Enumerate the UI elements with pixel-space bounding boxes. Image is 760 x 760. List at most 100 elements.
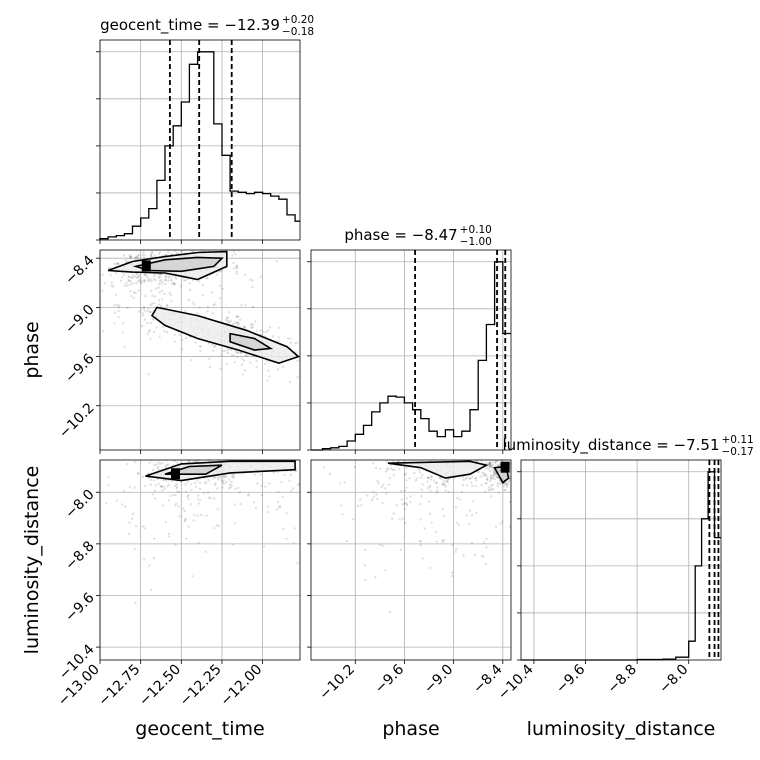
sample-point bbox=[488, 462, 491, 466]
sample-point bbox=[151, 493, 154, 496]
sample-point bbox=[388, 476, 391, 480]
sample-point bbox=[474, 476, 478, 479]
sample-point bbox=[285, 537, 288, 540]
y-axis-label-phase: phase bbox=[21, 321, 43, 378]
sample-point bbox=[189, 454, 191, 456]
sample-point bbox=[189, 503, 192, 506]
sample-point bbox=[405, 502, 409, 506]
sample-point bbox=[131, 512, 135, 516]
sample-point bbox=[233, 522, 237, 525]
sample-point bbox=[235, 270, 238, 273]
sample-point bbox=[515, 483, 517, 485]
sample-point bbox=[178, 515, 181, 518]
sample-point bbox=[196, 494, 200, 497]
sample-point bbox=[241, 373, 245, 376]
sample-point bbox=[305, 521, 307, 523]
sample-point bbox=[255, 359, 258, 363]
sample-point bbox=[410, 453, 412, 455]
sample-point bbox=[131, 282, 134, 285]
sample-point bbox=[384, 470, 388, 473]
sample-point bbox=[306, 507, 308, 509]
sample-point bbox=[451, 543, 454, 547]
sample-point bbox=[114, 263, 118, 266]
sample-point bbox=[94, 502, 96, 504]
sample-point bbox=[132, 296, 136, 300]
sample-point bbox=[177, 505, 180, 508]
sample-point bbox=[400, 490, 403, 493]
sample-point bbox=[125, 281, 128, 285]
sample-point bbox=[281, 495, 284, 498]
sample-point bbox=[459, 498, 462, 501]
sample-point bbox=[403, 489, 407, 492]
sample-point bbox=[153, 489, 157, 493]
sample-point bbox=[143, 484, 147, 488]
sample-point bbox=[119, 279, 123, 282]
sample-point bbox=[225, 475, 228, 478]
sample-point bbox=[170, 242, 172, 244]
sample-point bbox=[112, 285, 115, 288]
sample-point bbox=[241, 357, 244, 360]
sample-point bbox=[172, 493, 175, 497]
sample-point bbox=[460, 456, 462, 458]
sample-point bbox=[231, 543, 234, 546]
sample-point bbox=[174, 493, 177, 497]
sample-point bbox=[384, 453, 386, 455]
sample-point bbox=[491, 461, 494, 464]
sample-point bbox=[381, 544, 384, 547]
sample-point bbox=[450, 574, 454, 578]
sample-point bbox=[163, 282, 167, 286]
sample-point bbox=[235, 264, 239, 268]
sample-point bbox=[224, 458, 226, 460]
sample-point bbox=[81, 280, 83, 282]
sample-point bbox=[268, 375, 271, 378]
sample-point bbox=[405, 478, 408, 482]
sample-point bbox=[496, 476, 500, 480]
sample-point bbox=[172, 456, 174, 458]
sample-point bbox=[426, 480, 429, 483]
sample-point bbox=[158, 275, 162, 278]
sample-point bbox=[135, 281, 138, 285]
sample-point bbox=[93, 403, 95, 405]
sample-point bbox=[489, 488, 492, 492]
sample-point bbox=[512, 481, 514, 483]
sample-point bbox=[107, 267, 111, 270]
sample-point bbox=[164, 520, 167, 524]
sample-point bbox=[115, 303, 119, 307]
sample-point bbox=[138, 310, 141, 313]
sample-point bbox=[146, 310, 149, 313]
sample-point bbox=[289, 341, 293, 344]
panel-frame bbox=[99, 249, 301, 451]
sample-point bbox=[435, 481, 438, 485]
sample-point bbox=[272, 453, 274, 455]
x-tick-label-luminosity_distance: −10.4 bbox=[495, 661, 537, 703]
sample-point bbox=[201, 457, 203, 459]
histogram-panel-luminosity_distance: luminosity_distance = −7.51 +0.11−0.17 bbox=[502, 434, 754, 661]
sample-point bbox=[328, 472, 332, 475]
sample-point bbox=[391, 517, 394, 520]
sample-point bbox=[430, 521, 433, 524]
sample-point bbox=[470, 513, 474, 517]
sample-point bbox=[152, 275, 156, 278]
sample-point bbox=[117, 262, 120, 265]
sample-point bbox=[162, 485, 166, 488]
sample-point bbox=[260, 484, 263, 488]
sample-point bbox=[239, 318, 242, 321]
sample-point bbox=[376, 479, 379, 483]
sample-point bbox=[514, 477, 516, 479]
sample-point bbox=[162, 479, 165, 482]
sample-point bbox=[290, 489, 293, 493]
sample-point bbox=[169, 454, 171, 456]
sample-point bbox=[486, 478, 489, 481]
sample-point bbox=[278, 456, 280, 458]
sample-point bbox=[483, 472, 486, 475]
sample-point bbox=[280, 481, 283, 484]
sample-point bbox=[495, 475, 498, 479]
y-tick-label-luminosity_distance: −9.6 bbox=[62, 590, 97, 625]
sample-point bbox=[490, 487, 493, 490]
sample-point bbox=[194, 341, 197, 344]
sample-point bbox=[164, 278, 168, 282]
sample-point bbox=[467, 454, 469, 456]
sample-point bbox=[244, 273, 247, 276]
sample-point bbox=[226, 455, 228, 457]
sample-point bbox=[506, 455, 508, 457]
